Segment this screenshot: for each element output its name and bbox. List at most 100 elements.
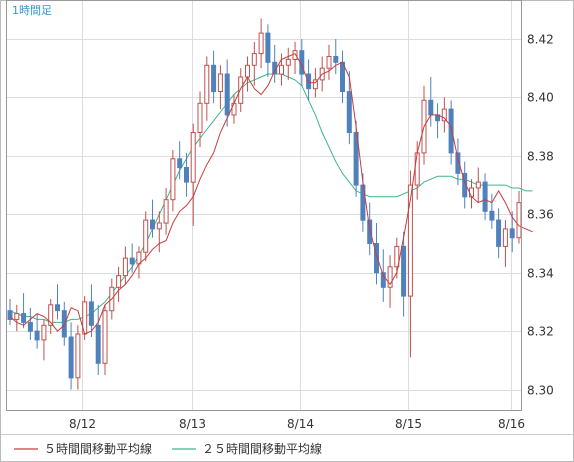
legend-label-ma25: ２５時間間移動平均線	[202, 441, 322, 456]
ma25-line	[9, 73, 533, 323]
y-tick-label: 8.42	[527, 33, 554, 47]
candle	[156, 211, 162, 253]
candle	[34, 313, 40, 349]
candle	[496, 208, 502, 259]
candle	[197, 91, 203, 148]
candle-body-up	[285, 58, 291, 66]
candle-body-down	[150, 219, 155, 230]
legend-label-ma5: ５時間間移動平均線	[44, 441, 152, 456]
candle	[211, 50, 217, 104]
candle-body-up	[116, 275, 122, 288]
candle-body-down	[68, 336, 74, 379]
candle-body-down	[306, 73, 312, 90]
candle-body-down	[129, 257, 135, 265]
candle-body-up	[387, 266, 393, 288]
candle	[21, 293, 27, 329]
candle	[285, 47, 291, 80]
candle-body-down	[211, 64, 217, 93]
candle-body-down	[88, 301, 94, 326]
candle	[190, 123, 196, 226]
candle-body-down	[55, 304, 60, 312]
candle-body-up	[14, 313, 20, 320]
candle	[258, 18, 264, 69]
candle	[346, 71, 352, 145]
candle-body-up	[102, 310, 108, 364]
candle-body-up	[231, 102, 237, 116]
candle-body-down	[265, 32, 271, 63]
x-tick-label: 8/15	[395, 417, 422, 431]
candle-body-up	[41, 324, 47, 341]
candle-body-down	[34, 330, 40, 341]
candle-body-up	[75, 333, 81, 379]
candle	[122, 246, 128, 285]
candle	[48, 298, 54, 335]
candle-body-up	[469, 187, 474, 198]
legend: ５時間間移動平均線 ２５時間間移動平均線	[14, 441, 322, 456]
candle-body-down	[482, 181, 488, 212]
candle	[333, 38, 339, 75]
candle-body-down	[374, 243, 379, 274]
candle-body-up	[197, 102, 203, 134]
candle	[306, 59, 312, 101]
candle-body-down	[496, 219, 502, 247]
x-axis-ticks: 8/12 8/13 8/14 8/15 8/16	[69, 417, 525, 431]
candle-body-up	[238, 76, 244, 104]
candle	[326, 44, 332, 80]
candle-body-up	[516, 202, 522, 239]
x-tick-label: 8/13	[179, 417, 206, 431]
candle-body-down	[333, 56, 339, 63]
candle-body-down	[340, 61, 345, 92]
candle-body-up	[143, 219, 149, 253]
x-tick-label: 8/12	[69, 417, 96, 431]
y-tick-label: 8.40	[527, 91, 554, 105]
candle-body-up	[394, 245, 400, 268]
candle	[502, 220, 508, 267]
candle-body-down	[455, 152, 461, 174]
candle-body-up	[502, 228, 508, 247]
candle-body-down	[21, 313, 27, 323]
candles	[7, 18, 522, 390]
candle	[217, 65, 223, 110]
candle	[170, 149, 176, 212]
candle	[401, 231, 407, 317]
x-tick-label: 8/16	[498, 417, 525, 431]
candle	[7, 298, 13, 326]
candle	[489, 193, 495, 229]
candle-body-down	[509, 228, 515, 239]
y-tick-label: 8.38	[527, 150, 554, 164]
candle-body-down	[428, 99, 434, 116]
candle-body-up	[326, 56, 332, 69]
x-tick-label: 8/14	[287, 417, 314, 431]
candle-body-up	[414, 152, 420, 186]
candle-body-up	[407, 184, 413, 297]
candle-body-up	[245, 64, 250, 78]
candle-body-up	[170, 158, 176, 201]
candle	[184, 152, 189, 197]
candle-body-up	[163, 199, 169, 224]
candle-body-up	[312, 79, 318, 90]
candle	[163, 187, 169, 235]
candle	[68, 322, 74, 390]
candle-body-down	[27, 321, 33, 332]
candle	[129, 243, 135, 273]
candle	[150, 199, 155, 238]
candle	[27, 307, 33, 340]
candle-body-down	[367, 219, 373, 245]
candle-body-up	[217, 73, 223, 92]
candle-body-up	[204, 64, 210, 104]
candle	[292, 41, 298, 75]
candle	[387, 255, 393, 308]
candle	[61, 301, 67, 346]
candle	[55, 284, 60, 320]
candle-body-up	[475, 181, 481, 189]
candle	[116, 266, 122, 302]
candle-body-down	[346, 91, 352, 133]
y-tick-label: 8.34	[527, 267, 554, 281]
candle-body-down	[462, 172, 468, 198]
candle	[448, 100, 454, 165]
candle	[41, 319, 47, 361]
chart-title: 1時間足	[12, 4, 52, 17]
candle-body-down	[224, 73, 230, 116]
candle	[88, 284, 94, 337]
candle	[462, 161, 468, 209]
